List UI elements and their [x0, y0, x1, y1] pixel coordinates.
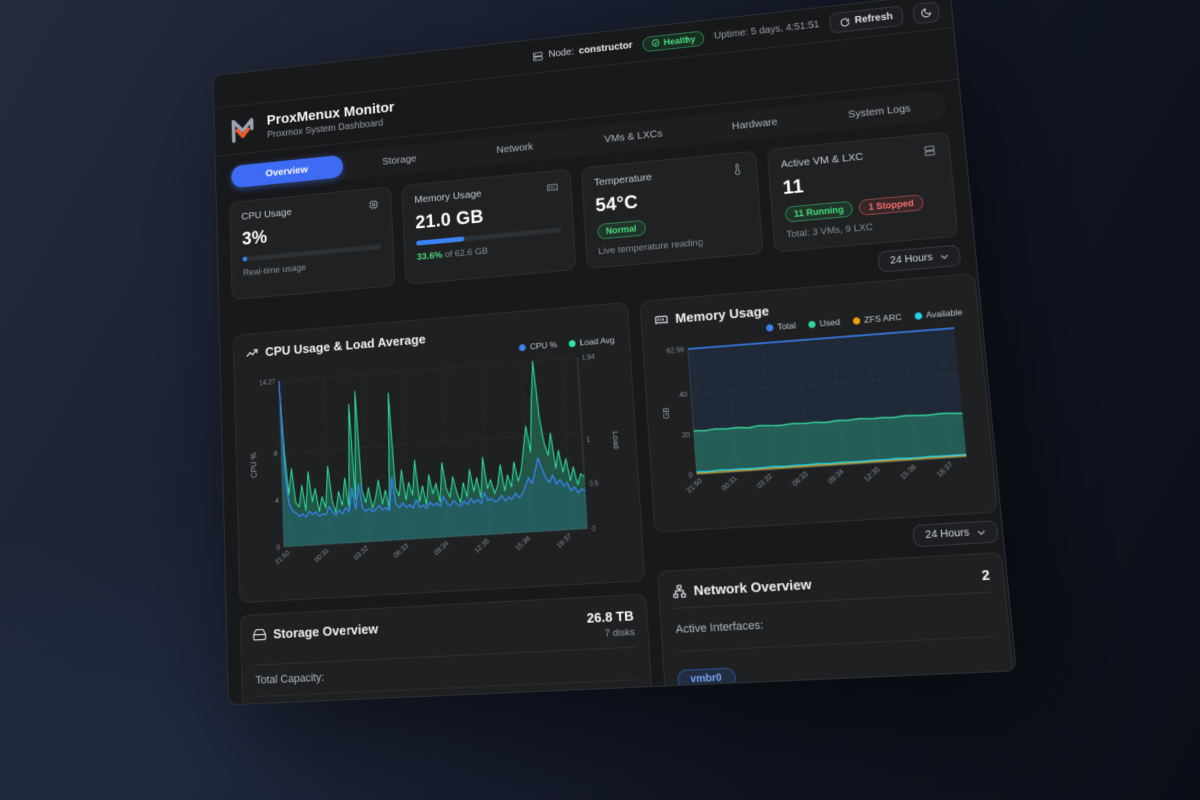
svg-text:03:32: 03:32 [755, 473, 774, 491]
svg-text:1: 1 [586, 436, 591, 444]
svg-text:40: 40 [679, 391, 688, 399]
health-badge: Healthy [641, 29, 705, 52]
cpu-legend-dot [519, 343, 527, 351]
svg-text:06:33: 06:33 [393, 542, 411, 559]
memory-chart-panel: Memory Usage Total Used ZFS ARC Availabl… [639, 272, 999, 533]
svg-text:0.5: 0.5 [589, 480, 599, 488]
right-column: Memory Usage Total Used ZFS ARC Availabl… [639, 272, 1016, 705]
svg-text:03:32: 03:32 [353, 545, 371, 562]
storage-panel-title: Storage Overview [273, 621, 379, 642]
tilted-scene: Node: constructor Healthy Uptime: 5 days… [212, 0, 1017, 706]
memory-time-range-select[interactable]: 24 Hours [912, 520, 999, 548]
svg-text:00:31: 00:31 [313, 547, 330, 564]
svg-text:09:34: 09:34 [826, 468, 845, 486]
svg-text:0: 0 [591, 525, 596, 533]
svg-text:CPU %: CPU % [249, 452, 258, 478]
vms-running-badge: 11 Running [784, 200, 854, 223]
refresh-icon [840, 17, 849, 26]
svg-text:14.27: 14.27 [259, 379, 276, 387]
cpu-card-label: CPU Usage [241, 206, 292, 223]
chevron-down-icon [940, 253, 949, 260]
svg-text:18:37: 18:37 [556, 532, 574, 550]
server-stack-icon [922, 144, 937, 158]
memory-progress-fill [416, 236, 465, 246]
network-icon [671, 583, 687, 599]
used-legend-dot [807, 320, 816, 328]
svg-text:21:50: 21:50 [685, 477, 704, 495]
svg-text:Load: Load [611, 431, 622, 450]
svg-text:15:36: 15:36 [899, 463, 918, 481]
temperature-status-badge: Normal [596, 219, 646, 240]
dashboard-window: Node: constructor Healthy Uptime: 5 days… [212, 0, 1017, 706]
svg-text:12:35: 12:35 [473, 537, 491, 554]
temperature-card: Temperature 54°C Normal Live temperature… [580, 150, 764, 270]
svg-text:21:50: 21:50 [274, 549, 291, 566]
svg-text:18:37: 18:37 [935, 461, 954, 479]
cpu-load-chart: 0 4 8 14.27 0 0.5 1 1.94 21:50 00:31 03:32 06:33 09:… [249, 354, 622, 567]
memory-chart: 0 20 40 62.56 21:50 00:31 03:32 06:33 09:34 12:35… [661, 319, 978, 495]
svg-text:00:31: 00:31 [720, 475, 739, 493]
total-legend-dot [765, 323, 774, 332]
thermometer-icon [730, 162, 744, 176]
storage-disks-value: 7 disks [604, 626, 636, 640]
cpu-load-chart-panel: CPU Usage & Load Average CPU % Load Avg … [232, 302, 645, 604]
vms-card-label: Active VM & LXC [780, 150, 864, 171]
svg-text:1.94: 1.94 [581, 354, 595, 362]
uptime-text: Uptime: 5 days, 4:51:51 [713, 19, 820, 42]
svg-text:15:36: 15:36 [514, 535, 532, 553]
interface-badge: vmbr0 [676, 667, 737, 691]
refresh-button[interactable]: Refresh [828, 5, 904, 34]
network-overview-panel: Network Overview 2 Active Interfaces: vm… [656, 552, 1016, 705]
node-indicator: Node: constructor [532, 40, 633, 62]
available-legend-dot [914, 311, 923, 320]
zfs-arc-legend-dot [852, 316, 861, 325]
theme-toggle-button[interactable] [912, 1, 940, 25]
svg-text:09:34: 09:34 [433, 540, 451, 557]
svg-text:12:35: 12:35 [862, 466, 881, 484]
moon-icon [920, 7, 932, 19]
svg-text:GB: GB [661, 407, 671, 419]
check-circle-icon [651, 38, 660, 47]
top-bar: Node: constructor Healthy Uptime: 5 days… [213, 0, 954, 109]
cpu-progress-fill [242, 256, 247, 262]
network-panel-title: Network Overview [693, 576, 813, 599]
svg-text:62.56: 62.56 [666, 347, 684, 356]
memory-icon [653, 312, 669, 328]
svg-text:8: 8 [274, 451, 278, 458]
temperature-card-label: Temperature [593, 171, 653, 189]
server-icon [532, 50, 544, 62]
main-content: CPU Usage & Load Average CPU % Load Avg … [220, 265, 1017, 706]
left-column: CPU Usage & Load Average CPU % Load Avg … [232, 302, 655, 706]
cpu-icon [368, 198, 381, 211]
memory-card-label: Memory Usage [414, 187, 482, 206]
svg-text:06:33: 06:33 [791, 470, 810, 488]
svg-text:0: 0 [688, 472, 693, 480]
trending-up-icon [245, 345, 259, 360]
node-label: Node: [548, 46, 575, 60]
svg-text:20: 20 [681, 432, 690, 440]
cpu-usage-card: CPU Usage 3% Real-time usage [229, 186, 396, 301]
hard-drive-icon [252, 627, 267, 643]
vms-stopped-badge: 1 Stopped [858, 194, 924, 216]
chevron-down-icon [977, 529, 986, 536]
active-vm-lxc-card: Active VM & LXC 11 11 Running 1 Stopped … [766, 131, 959, 253]
proxmenux-logo [227, 112, 258, 146]
memory-usage-card: Memory Usage 21.0 GB 33.6% of 62.6 GB [401, 168, 576, 285]
svg-text:0: 0 [276, 544, 280, 551]
node-value: constructor [578, 40, 633, 57]
network-interfaces-count: 2 [981, 566, 991, 584]
memory-icon [545, 181, 558, 195]
storage-total-value: 26.8 TB [586, 607, 635, 626]
storage-overview-panel: Storage Overview 26.8 TB 7 disks Total C… [239, 593, 655, 706]
load-legend-dot [568, 339, 576, 347]
svg-text:4: 4 [275, 497, 279, 504]
